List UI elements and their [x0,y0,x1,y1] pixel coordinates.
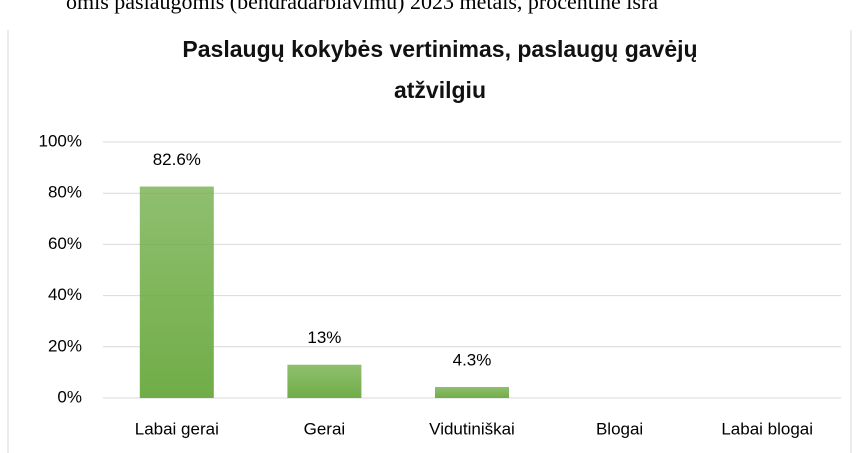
bar [287,364,362,398]
x-tick-label: Blogai [596,419,643,438]
data-label: 4.3% [453,350,492,369]
y-tick-label: 20% [48,336,82,355]
x-tick-label: Labai blogai [721,419,813,438]
bar [139,186,214,398]
chart-title: Paslaugų kokybės vertinimas, paslaugų ga… [182,36,697,62]
bar [435,386,509,398]
y-tick-label: 80% [48,183,82,202]
y-tick-label: 40% [48,285,82,304]
x-tick-label: Vidutiniškai [429,419,515,438]
data-label: 82.6% [153,150,201,169]
data-label: 13% [307,328,341,347]
x-tick-label: Labai gerai [135,419,219,438]
y-tick-label: 100% [39,131,82,150]
x-tick-label: Gerai [304,419,346,438]
y-tick-label: 60% [48,234,82,253]
y-tick-label: 0% [57,387,82,406]
chart-title: atžvilgiu [394,77,486,103]
caption: omis paslaugomis (bendradarbiavimu) 2023… [66,0,658,14]
